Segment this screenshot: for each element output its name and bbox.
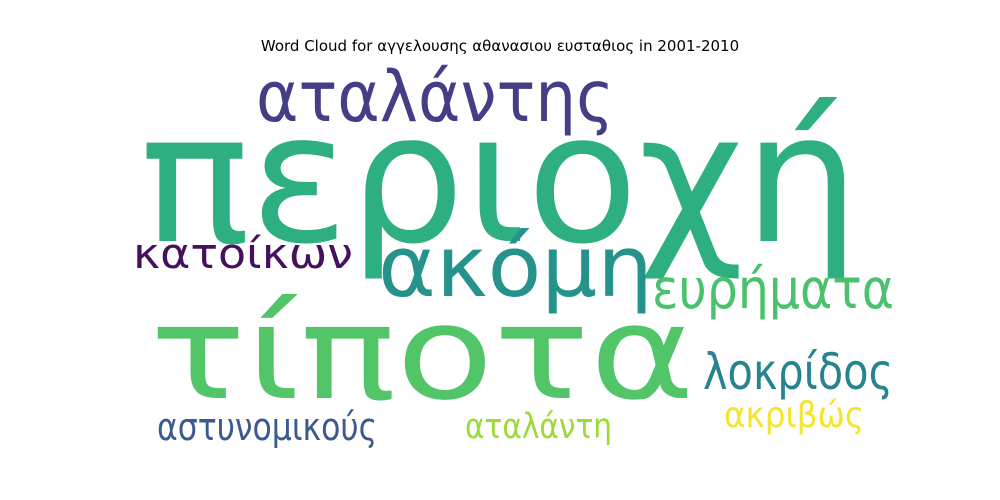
word-atalantis: αταλάντης bbox=[256, 56, 614, 138]
word-evrimata: ευρήματα bbox=[652, 257, 895, 321]
word-astynomikous: αστυνομικούς bbox=[157, 405, 378, 449]
word-periochi: περιοχή bbox=[140, 75, 860, 284]
word-lokridos: λοκρίδος bbox=[703, 343, 893, 401]
word-akomi: ακόμη bbox=[378, 218, 653, 317]
chart-title: Word Cloud for αγγελουσης αθανασιου ευστ… bbox=[260, 37, 740, 55]
word-katoikon: κατοίκων bbox=[133, 229, 353, 278]
word-tipota: τίποτα bbox=[150, 277, 695, 429]
word-atalanti: αταλάντη bbox=[465, 407, 613, 447]
word-akrivos: ακριβώς bbox=[724, 395, 865, 436]
